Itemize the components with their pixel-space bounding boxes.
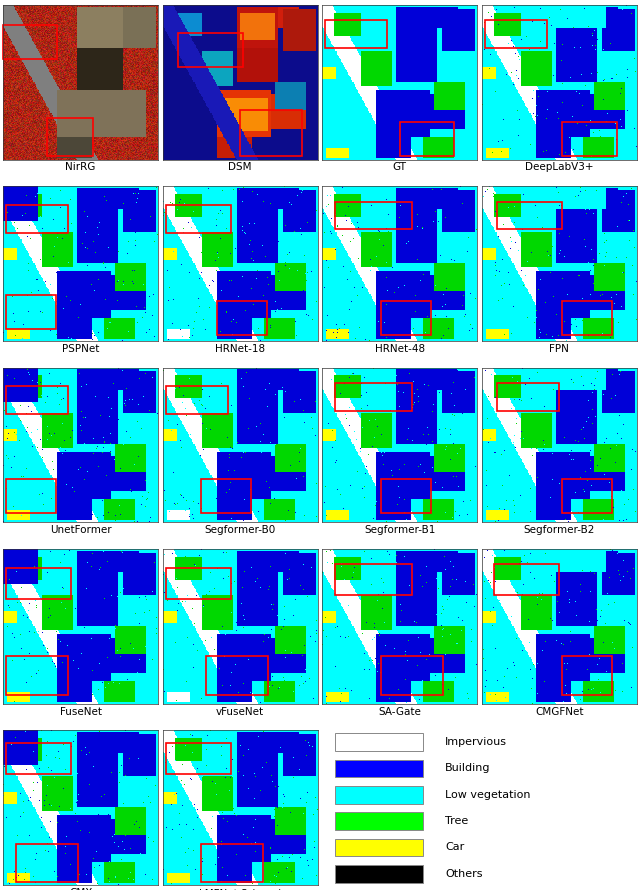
Bar bbox=[400, 122, 454, 157]
Text: Tree: Tree bbox=[445, 816, 468, 826]
Bar bbox=[335, 564, 412, 595]
Bar bbox=[381, 479, 431, 514]
Bar bbox=[6, 743, 72, 773]
Bar bbox=[335, 383, 412, 411]
Bar bbox=[381, 301, 431, 335]
Bar bbox=[485, 20, 547, 48]
Bar bbox=[6, 656, 68, 694]
X-axis label: PSPNet: PSPNet bbox=[62, 344, 99, 353]
Bar bbox=[563, 656, 612, 694]
Bar bbox=[3, 25, 58, 59]
Bar bbox=[325, 20, 387, 48]
X-axis label: SA-Gate: SA-Gate bbox=[378, 707, 421, 716]
Bar bbox=[47, 117, 93, 157]
Bar bbox=[15, 844, 77, 882]
X-axis label: vFuseNet: vFuseNet bbox=[216, 707, 264, 716]
Bar bbox=[6, 568, 72, 599]
Text: Impervious: Impervious bbox=[445, 737, 507, 747]
FancyBboxPatch shape bbox=[335, 838, 423, 856]
FancyBboxPatch shape bbox=[335, 865, 423, 883]
X-axis label: DeepLabV3+: DeepLabV3+ bbox=[525, 162, 593, 173]
Bar bbox=[6, 386, 68, 414]
X-axis label: FPN: FPN bbox=[549, 344, 570, 353]
FancyBboxPatch shape bbox=[335, 733, 423, 751]
Bar bbox=[179, 33, 243, 67]
X-axis label: CMX: CMX bbox=[69, 888, 92, 890]
Bar bbox=[6, 295, 56, 328]
Bar bbox=[6, 479, 56, 514]
X-axis label: HRNet-18: HRNet-18 bbox=[215, 344, 266, 353]
Bar bbox=[497, 383, 559, 411]
Bar bbox=[202, 844, 264, 882]
X-axis label: GT: GT bbox=[393, 162, 407, 173]
Text: Car: Car bbox=[445, 843, 464, 853]
Bar bbox=[166, 205, 231, 232]
Bar bbox=[202, 479, 251, 514]
FancyBboxPatch shape bbox=[335, 759, 423, 777]
FancyBboxPatch shape bbox=[335, 813, 423, 830]
X-axis label: FuseNet: FuseNet bbox=[60, 707, 102, 716]
Bar bbox=[497, 201, 563, 230]
X-axis label: NirRG: NirRG bbox=[65, 162, 96, 173]
Bar bbox=[563, 301, 612, 335]
Bar bbox=[335, 201, 412, 230]
X-axis label: Segformer-B1: Segformer-B1 bbox=[364, 525, 435, 535]
Bar bbox=[240, 110, 302, 157]
Bar bbox=[166, 386, 228, 414]
Bar bbox=[563, 479, 612, 514]
Bar bbox=[494, 564, 559, 595]
Bar bbox=[563, 122, 617, 157]
FancyBboxPatch shape bbox=[335, 786, 423, 804]
X-axis label: UnetFormer: UnetFormer bbox=[50, 525, 111, 535]
Bar bbox=[166, 743, 231, 773]
Text: Others: Others bbox=[445, 869, 483, 878]
X-axis label: DSM: DSM bbox=[228, 162, 252, 173]
X-axis label: CMGFNet: CMGFNet bbox=[535, 707, 584, 716]
Text: Low vegetation: Low vegetation bbox=[445, 789, 531, 800]
Bar bbox=[381, 656, 443, 694]
X-axis label: LMFNet-2 (ours): LMFNet-2 (ours) bbox=[198, 888, 282, 890]
Bar bbox=[206, 656, 268, 694]
Text: Building: Building bbox=[445, 764, 490, 773]
X-axis label: Segformer-B0: Segformer-B0 bbox=[205, 525, 276, 535]
Bar bbox=[6, 205, 68, 232]
X-axis label: Segformer-B2: Segformer-B2 bbox=[524, 525, 595, 535]
Bar bbox=[217, 301, 266, 335]
Bar bbox=[166, 568, 231, 599]
X-axis label: HRNet-48: HRNet-48 bbox=[374, 344, 425, 353]
